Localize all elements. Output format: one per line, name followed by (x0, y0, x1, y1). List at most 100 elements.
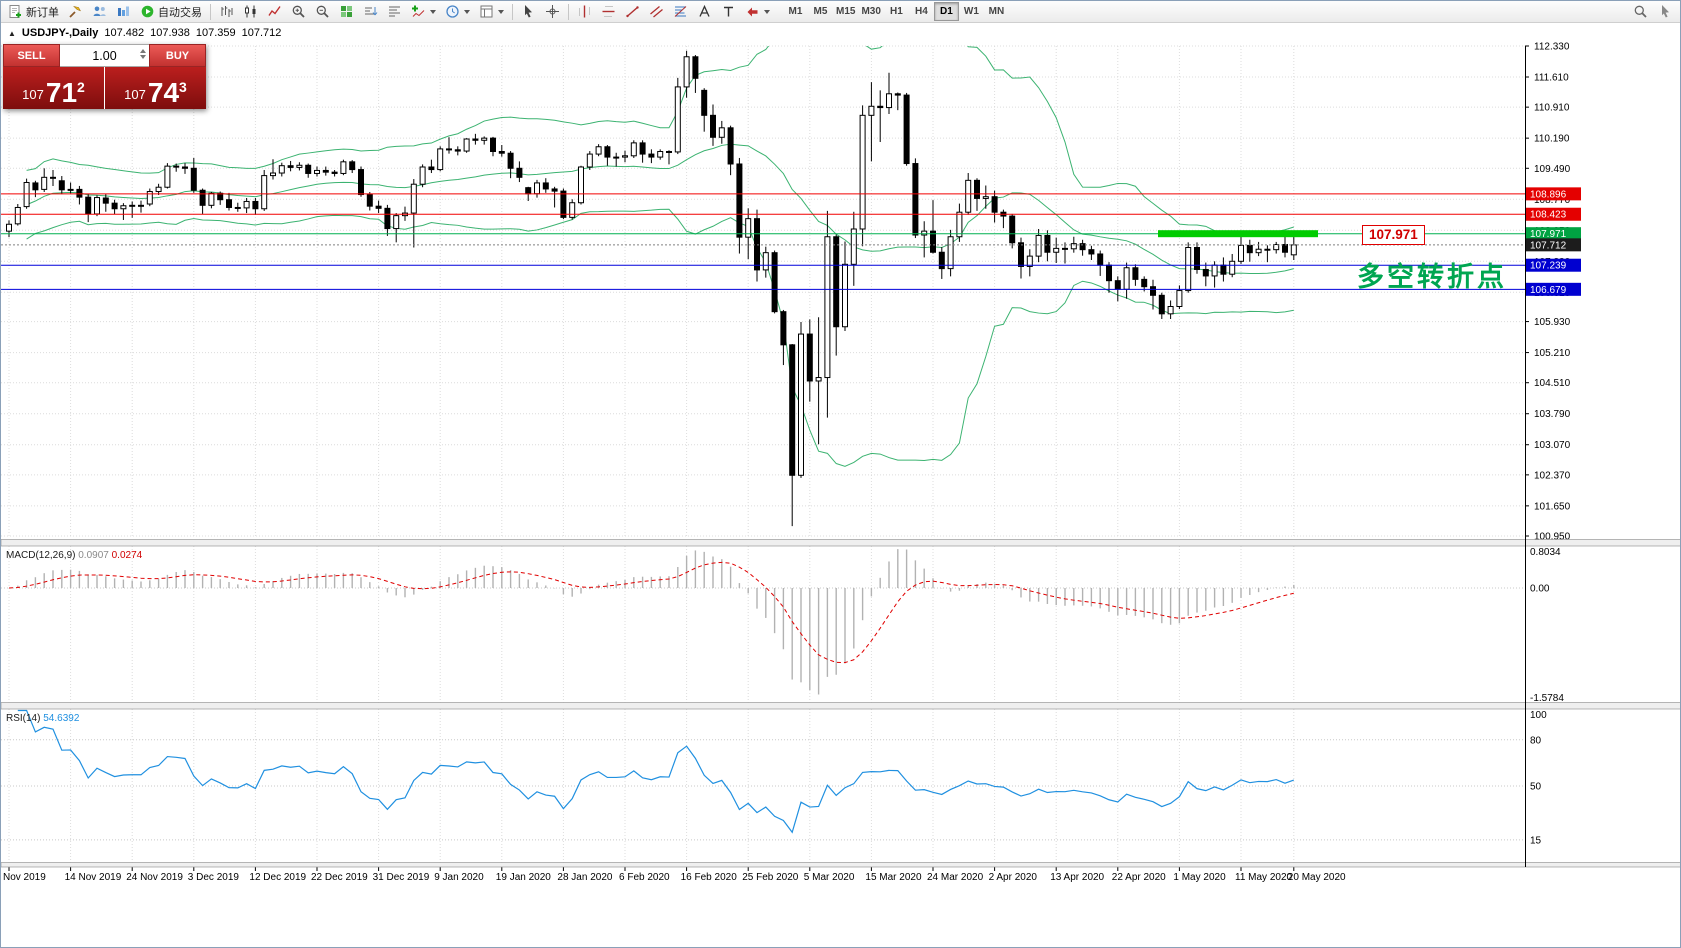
timeframe-button-d1[interactable]: D1 (933, 2, 959, 21)
search-button[interactable] (1629, 2, 1652, 22)
candlestick-icon (245, 5, 256, 18)
trendline-button[interactable] (621, 2, 644, 22)
timeframe-button-m30[interactable]: M30 (861, 6, 881, 17)
channel-button[interactable] (645, 2, 668, 22)
buy-price-display[interactable]: 107 74 3 (105, 67, 206, 109)
horizontal-line-button[interactable] (597, 2, 620, 22)
bar-chart-button[interactable] (215, 2, 238, 22)
zoom-out-button[interactable] (311, 2, 334, 22)
hammer-icon (69, 5, 81, 18)
buy-button[interactable]: BUY (149, 44, 206, 67)
window-list-button[interactable] (383, 2, 406, 22)
svg-text:112.330: 112.330 (1534, 42, 1570, 53)
annotation-text-object[interactable]: 多空转折点 (1357, 262, 1507, 292)
profiles-button[interactable] (88, 2, 111, 22)
timeframe-button-mn[interactable]: MN (988, 6, 1005, 17)
timeframe-button-m5[interactable]: M5 (813, 6, 828, 17)
arrows-tool-button[interactable] (741, 2, 774, 22)
main-toolbar: 新订单 自动交易 M1 M5 M15 M30 H1 H4 D1 W1 MN (1, 1, 1680, 23)
svg-text:107.239: 107.239 (1530, 261, 1567, 272)
arrow-tool-icon (747, 7, 758, 17)
svg-text:28 Jan 2020: 28 Jan 2020 (557, 872, 612, 883)
auto-trading-label: 自动交易 (158, 6, 202, 19)
timeframe-button-h4[interactable]: H4 (915, 6, 928, 17)
svg-text:9 Jan 2020: 9 Jan 2020 (434, 872, 484, 883)
ohlc-high: 107.938 (150, 27, 190, 39)
chart-title: ▲ USDJPY-,Daily 107.482 107.938 107.359 … (8, 27, 281, 39)
indicators-icon (412, 5, 425, 17)
templates-button[interactable] (475, 2, 508, 22)
market-watch-icon (118, 6, 129, 16)
svg-text:104.510: 104.510 (1534, 378, 1571, 389)
sell-button[interactable]: SELL (3, 44, 60, 67)
new-order-icon (9, 5, 21, 18)
text-tool-button[interactable] (693, 2, 716, 22)
svg-text:1 May 2020: 1 May 2020 (1173, 872, 1226, 883)
svg-text:103.070: 103.070 (1534, 440, 1571, 451)
market-watch-button[interactable] (112, 2, 135, 22)
fibonacci-button[interactable] (669, 2, 692, 22)
price-callout-object[interactable]: 107.971 (1362, 225, 1425, 245)
pointer-button[interactable] (1654, 2, 1677, 22)
candlestick-button[interactable] (239, 2, 262, 22)
window-list-icon (389, 6, 400, 17)
new-order-button[interactable]: 新订单 (4, 2, 63, 22)
text-label-icon (724, 6, 733, 17)
svg-text:MACD(12,26,9) 0.0907 0.0274: MACD(12,26,9) 0.0907 0.0274 (6, 550, 143, 561)
svg-text:24 Nov 2019: 24 Nov 2019 (126, 872, 183, 883)
text-tool-icon (699, 4, 710, 17)
new-order-label: 新订单 (26, 6, 59, 19)
svg-text:105.930: 105.930 (1534, 317, 1571, 328)
volume-decrease-icon[interactable] (140, 55, 146, 59)
buy-price-frac: 3 (179, 79, 187, 95)
svg-text:80: 80 (1530, 735, 1542, 746)
sell-price-display[interactable]: 107 71 2 (3, 67, 104, 109)
auto-trading-icon (141, 5, 154, 18)
buy-price-main: 107 (124, 87, 146, 102)
fibonacci-icon (674, 6, 687, 17)
tile-windows-icon (341, 6, 352, 17)
volume-spinner (140, 49, 146, 59)
timeframe-button-w1[interactable]: W1 (963, 6, 979, 17)
svg-text:12 Dec 2019: 12 Dec 2019 (249, 872, 306, 883)
indicators-caret-icon (430, 9, 436, 14)
zoom-in-button[interactable] (287, 2, 310, 22)
cursor-button[interactable] (517, 2, 540, 22)
trade-panel-toggle-icon[interactable]: ▲ (8, 28, 16, 38)
crosshair-button[interactable] (541, 2, 564, 22)
svg-text:15: 15 (1530, 835, 1542, 846)
pointer-icon (1662, 5, 1669, 18)
volume-input[interactable]: 1.00 (60, 44, 149, 67)
arrange-windows-button[interactable] (359, 2, 382, 22)
svg-text:109.490: 109.490 (1534, 164, 1571, 175)
one-click-trading-panel: SELL 1.00 BUY 107 71 2 107 74 3 (3, 44, 206, 109)
sell-price-frac: 2 (77, 79, 85, 95)
svg-text:11 May 2020: 11 May 2020 (1235, 872, 1293, 883)
periods-button[interactable] (441, 2, 474, 22)
svg-text:14 Nov 2019: 14 Nov 2019 (65, 872, 122, 883)
line-chart-button[interactable] (263, 2, 286, 22)
volume-increase-icon[interactable] (140, 49, 146, 53)
svg-text:100: 100 (1530, 710, 1547, 721)
svg-text:-1.5784: -1.5784 (1530, 693, 1564, 704)
svg-text:102.370: 102.370 (1534, 470, 1571, 481)
hammer-button[interactable] (64, 2, 87, 22)
line-chart-icon (268, 6, 281, 16)
timeframe-button-m1[interactable]: M1 (788, 6, 803, 17)
chart-area[interactable]: 112.330111.610110.910110.190109.490108.7… (1, 23, 1680, 947)
svg-text:0.8034: 0.8034 (1530, 547, 1561, 558)
svg-text:111.610: 111.610 (1534, 73, 1569, 84)
volume-value: 1.00 (92, 48, 117, 63)
timeframe-button-h1[interactable]: H1 (890, 6, 903, 17)
toolbar-separator (512, 3, 513, 20)
svg-text:107.971: 107.971 (1530, 229, 1567, 240)
vertical-line-button[interactable] (573, 2, 596, 22)
timeframe-button-m15[interactable]: M15 (836, 6, 856, 17)
tile-windows-button[interactable] (335, 2, 358, 22)
auto-trading-button[interactable]: 自动交易 (136, 2, 206, 22)
svg-text:25 Feb 2020: 25 Feb 2020 (742, 872, 799, 883)
crosshair-icon (546, 5, 559, 18)
svg-text:15 Mar 2020: 15 Mar 2020 (865, 872, 922, 883)
text-label-button[interactable] (717, 2, 740, 22)
indicators-button[interactable] (407, 2, 440, 22)
